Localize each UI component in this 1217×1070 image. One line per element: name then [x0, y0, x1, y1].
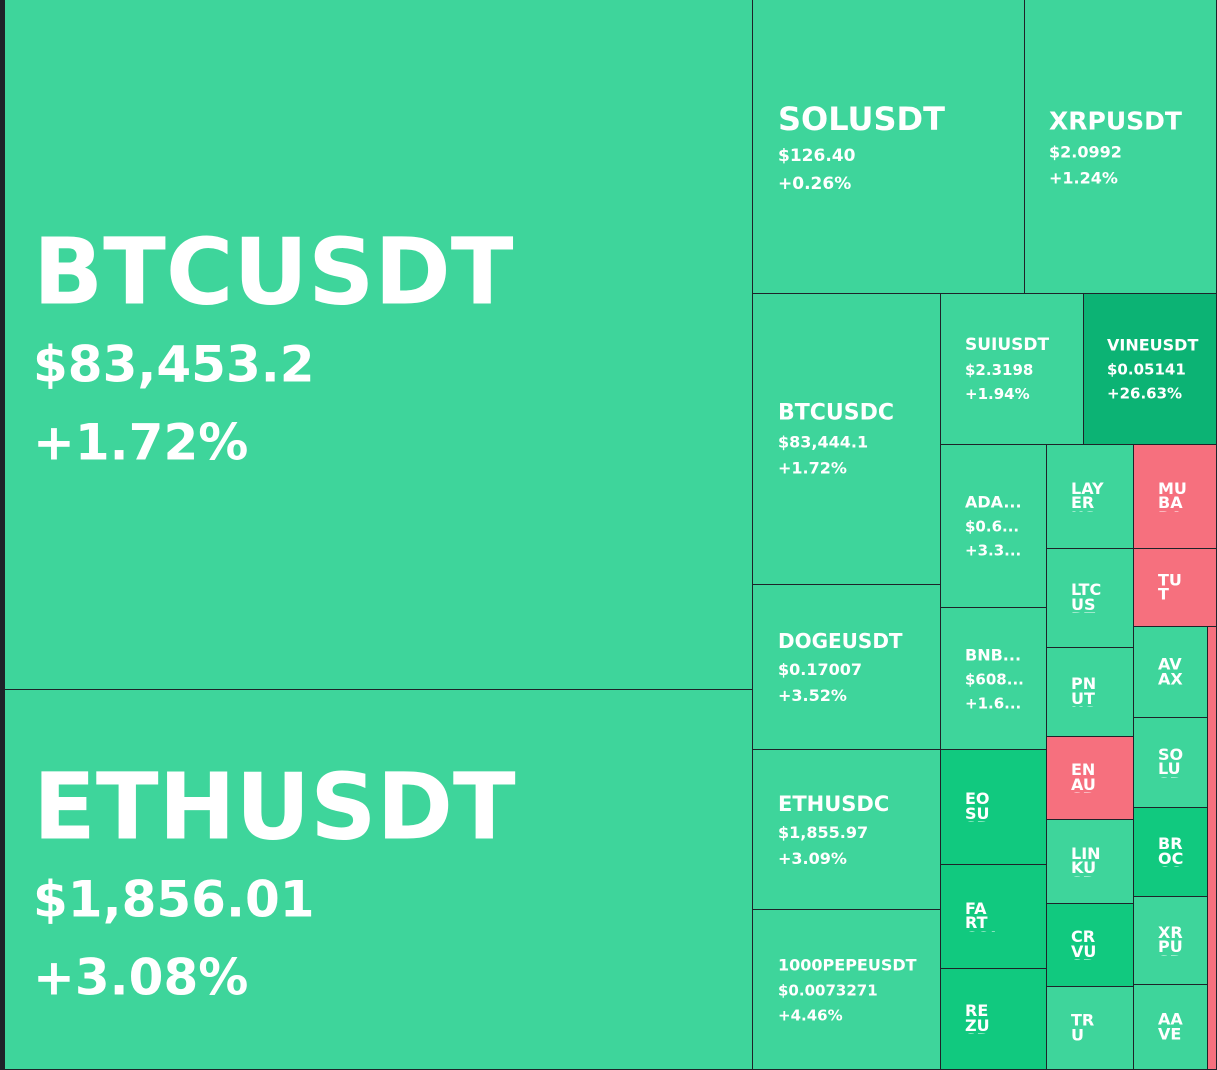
tile-change: +3.3...: [965, 541, 1022, 560]
heatmap-tile-mubarakusdt[interactable]: MUBARAKUSDT: [1134, 445, 1217, 549]
tile-symbol: CRVUSDT: [1071, 930, 1097, 960]
tile-symbol: AVAX: [1158, 657, 1183, 687]
heatmap-tile-xrpusdc[interactable]: XRPUSDC: [1134, 897, 1208, 985]
tile-symbol: AAVE: [1158, 1012, 1183, 1042]
tile-change: +1.72%: [33, 413, 249, 471]
tile-symbol: ETHUSDC: [778, 791, 890, 816]
heatmap-tile-rezusdt[interactable]: REZUSDT: [941, 969, 1047, 1070]
heatmap-tile-pnutusdt[interactable]: PNUTUSDT: [1047, 648, 1134, 737]
heatmap-tile-solusdt[interactable]: SOLUSDT $126.40 +0.26%: [753, 0, 1025, 294]
heatmap-tile-truusdt[interactable]: TRU: [1047, 987, 1134, 1070]
tile-symbol: LINKUSDT: [1071, 846, 1101, 877]
tile-price: $2.0992: [1049, 142, 1122, 161]
heatmap-tile-vineusdt[interactable]: VINEUSDT $0.05141 +26.63%: [1084, 294, 1217, 445]
heatmap-tile-bnbusdt[interactable]: BNB... $608... +1.6...: [941, 608, 1047, 750]
heatmap-tile-suiusdt[interactable]: SUIUSDT $2.3198 +1.94%: [941, 294, 1084, 445]
heatmap-tile-dogeusdt[interactable]: DOGEUSDT $0.17007 +3.52%: [753, 585, 941, 750]
tile-symbol: TRU: [1071, 1013, 1095, 1043]
tile-symbol: BNB...: [965, 645, 1022, 664]
tile-symbol: 1000PEPEUSDT: [778, 955, 917, 974]
heatmap-tile-ltcusdt[interactable]: LTCUSDT: [1047, 549, 1134, 648]
tile-symbol: BTCUSDC: [778, 400, 895, 426]
heatmap-tile-layerusdt[interactable]: LAYERUSDT: [1047, 445, 1134, 549]
tile-symbol: REZUSDT: [965, 1004, 990, 1034]
heatmap-tile-enausdt[interactable]: ENAUSDT: [1047, 737, 1134, 820]
tile-change: +0.26%: [778, 173, 852, 194]
tile-price: $0.05141: [1107, 360, 1186, 379]
heatmap-tile-adausdt[interactable]: ADA... $0.6... +3.3...: [941, 445, 1047, 608]
heatmap-tile-1000pepeusdt[interactable]: 1000PEPEUSDT $0.0073271 +4.46%: [753, 910, 941, 1070]
tile-change: +1.24%: [1049, 168, 1118, 187]
tile-symbol: XRPUSDT: [1049, 106, 1182, 135]
tile-price: $0.17007: [778, 660, 863, 679]
heatmap-tile-xrpusdt[interactable]: XRPUSDT $2.0992 +1.24%: [1025, 0, 1217, 294]
tile-change: +26.63%: [1107, 384, 1183, 403]
tile-symbol: LAYERUSDT: [1071, 481, 1104, 512]
heatmap-tile-ethusdt[interactable]: ETHUSDT $1,856.01 +3.08%: [5, 690, 753, 1070]
tile-price: $83,444.1: [778, 432, 869, 452]
heatmap-tile-btcusdc[interactable]: BTCUSDC $83,444.1 +1.72%: [753, 294, 941, 585]
tile-change: +4.46%: [778, 1006, 843, 1024]
tile-change: +1.72%: [778, 458, 847, 478]
tile-symbol: VINEUSDT: [1107, 335, 1199, 355]
tile-symbol: DOGEUSDT: [778, 629, 903, 653]
tile-price: $126.40: [778, 145, 856, 166]
heatmap-tile-solusdc[interactable]: SOLUSDC: [1134, 718, 1208, 808]
heatmap-tile-redsliver[interactable]: [1208, 627, 1217, 1070]
tile-symbol: XRPUSDC: [1158, 925, 1183, 956]
tile-symbol: MUBARAKUSDT: [1158, 481, 1187, 512]
tile-symbol: BTCUSDT: [33, 218, 514, 325]
heatmap-tile-brocusdt[interactable]: BROCCOLI: [1134, 808, 1208, 897]
tile-price: $1,856.01: [33, 870, 315, 928]
tile-change: +3.52%: [778, 686, 847, 705]
heatmap-tile-btcusdt[interactable]: BTCUSDT $83,453.2 +1.72%: [5, 0, 753, 690]
heatmap-tile-aaveusdt[interactable]: AAVE: [1134, 985, 1208, 1070]
tile-symbol: TUT: [1158, 572, 1182, 603]
tile-symbol: LTCUSDT: [1071, 583, 1102, 613]
tile-price: $83,453.2: [33, 335, 315, 393]
tile-symbol: SOLUSDC: [1158, 747, 1184, 778]
tile-price: $2.3198: [965, 361, 1034, 379]
heatmap-tile-tutusdt[interactable]: TUT: [1134, 549, 1217, 627]
tile-change: +3.08%: [33, 948, 249, 1006]
tile-symbol: SUIUSDT: [965, 335, 1050, 355]
tile-symbol: ETHUSDT: [33, 753, 516, 860]
tile-price: $608...: [965, 670, 1024, 688]
tile-symbol: ADA...: [965, 492, 1022, 512]
tile-change: +3.09%: [778, 848, 847, 868]
heatmap-tile-eosusdt[interactable]: EOSUSDT: [941, 750, 1047, 865]
tile-symbol: SOLUSDT: [778, 99, 945, 138]
tile-change: +1.6...: [965, 694, 1022, 712]
tile-symbol: FARTCOINUSDT: [965, 901, 996, 932]
tile-change: +1.94%: [965, 385, 1030, 403]
tile-price: $0.6...: [965, 517, 1020, 536]
tile-symbol: ENAUSDT: [1071, 763, 1096, 793]
tile-price: $1,855.97: [778, 822, 869, 842]
heatmap-tile-fartcoinusdt[interactable]: FARTCOINUSDT: [941, 865, 1047, 969]
tile-price: $0.0073271: [778, 981, 878, 999]
tile-symbol: BROCCOLI: [1158, 837, 1184, 867]
tile-symbol: EOSUSDT: [965, 792, 990, 822]
heatmap-tile-avaxusdt[interactable]: AVAX: [1134, 627, 1208, 718]
tile-symbol: PNUTUSDT: [1071, 677, 1097, 707]
heatmap-tile-crvusdt[interactable]: CRVUSDT: [1047, 904, 1134, 987]
heatmap-tile-ethusdc[interactable]: ETHUSDC $1,855.97 +3.09%: [753, 750, 941, 910]
heatmap-tile-linkusdt[interactable]: LINKUSDT: [1047, 820, 1134, 904]
